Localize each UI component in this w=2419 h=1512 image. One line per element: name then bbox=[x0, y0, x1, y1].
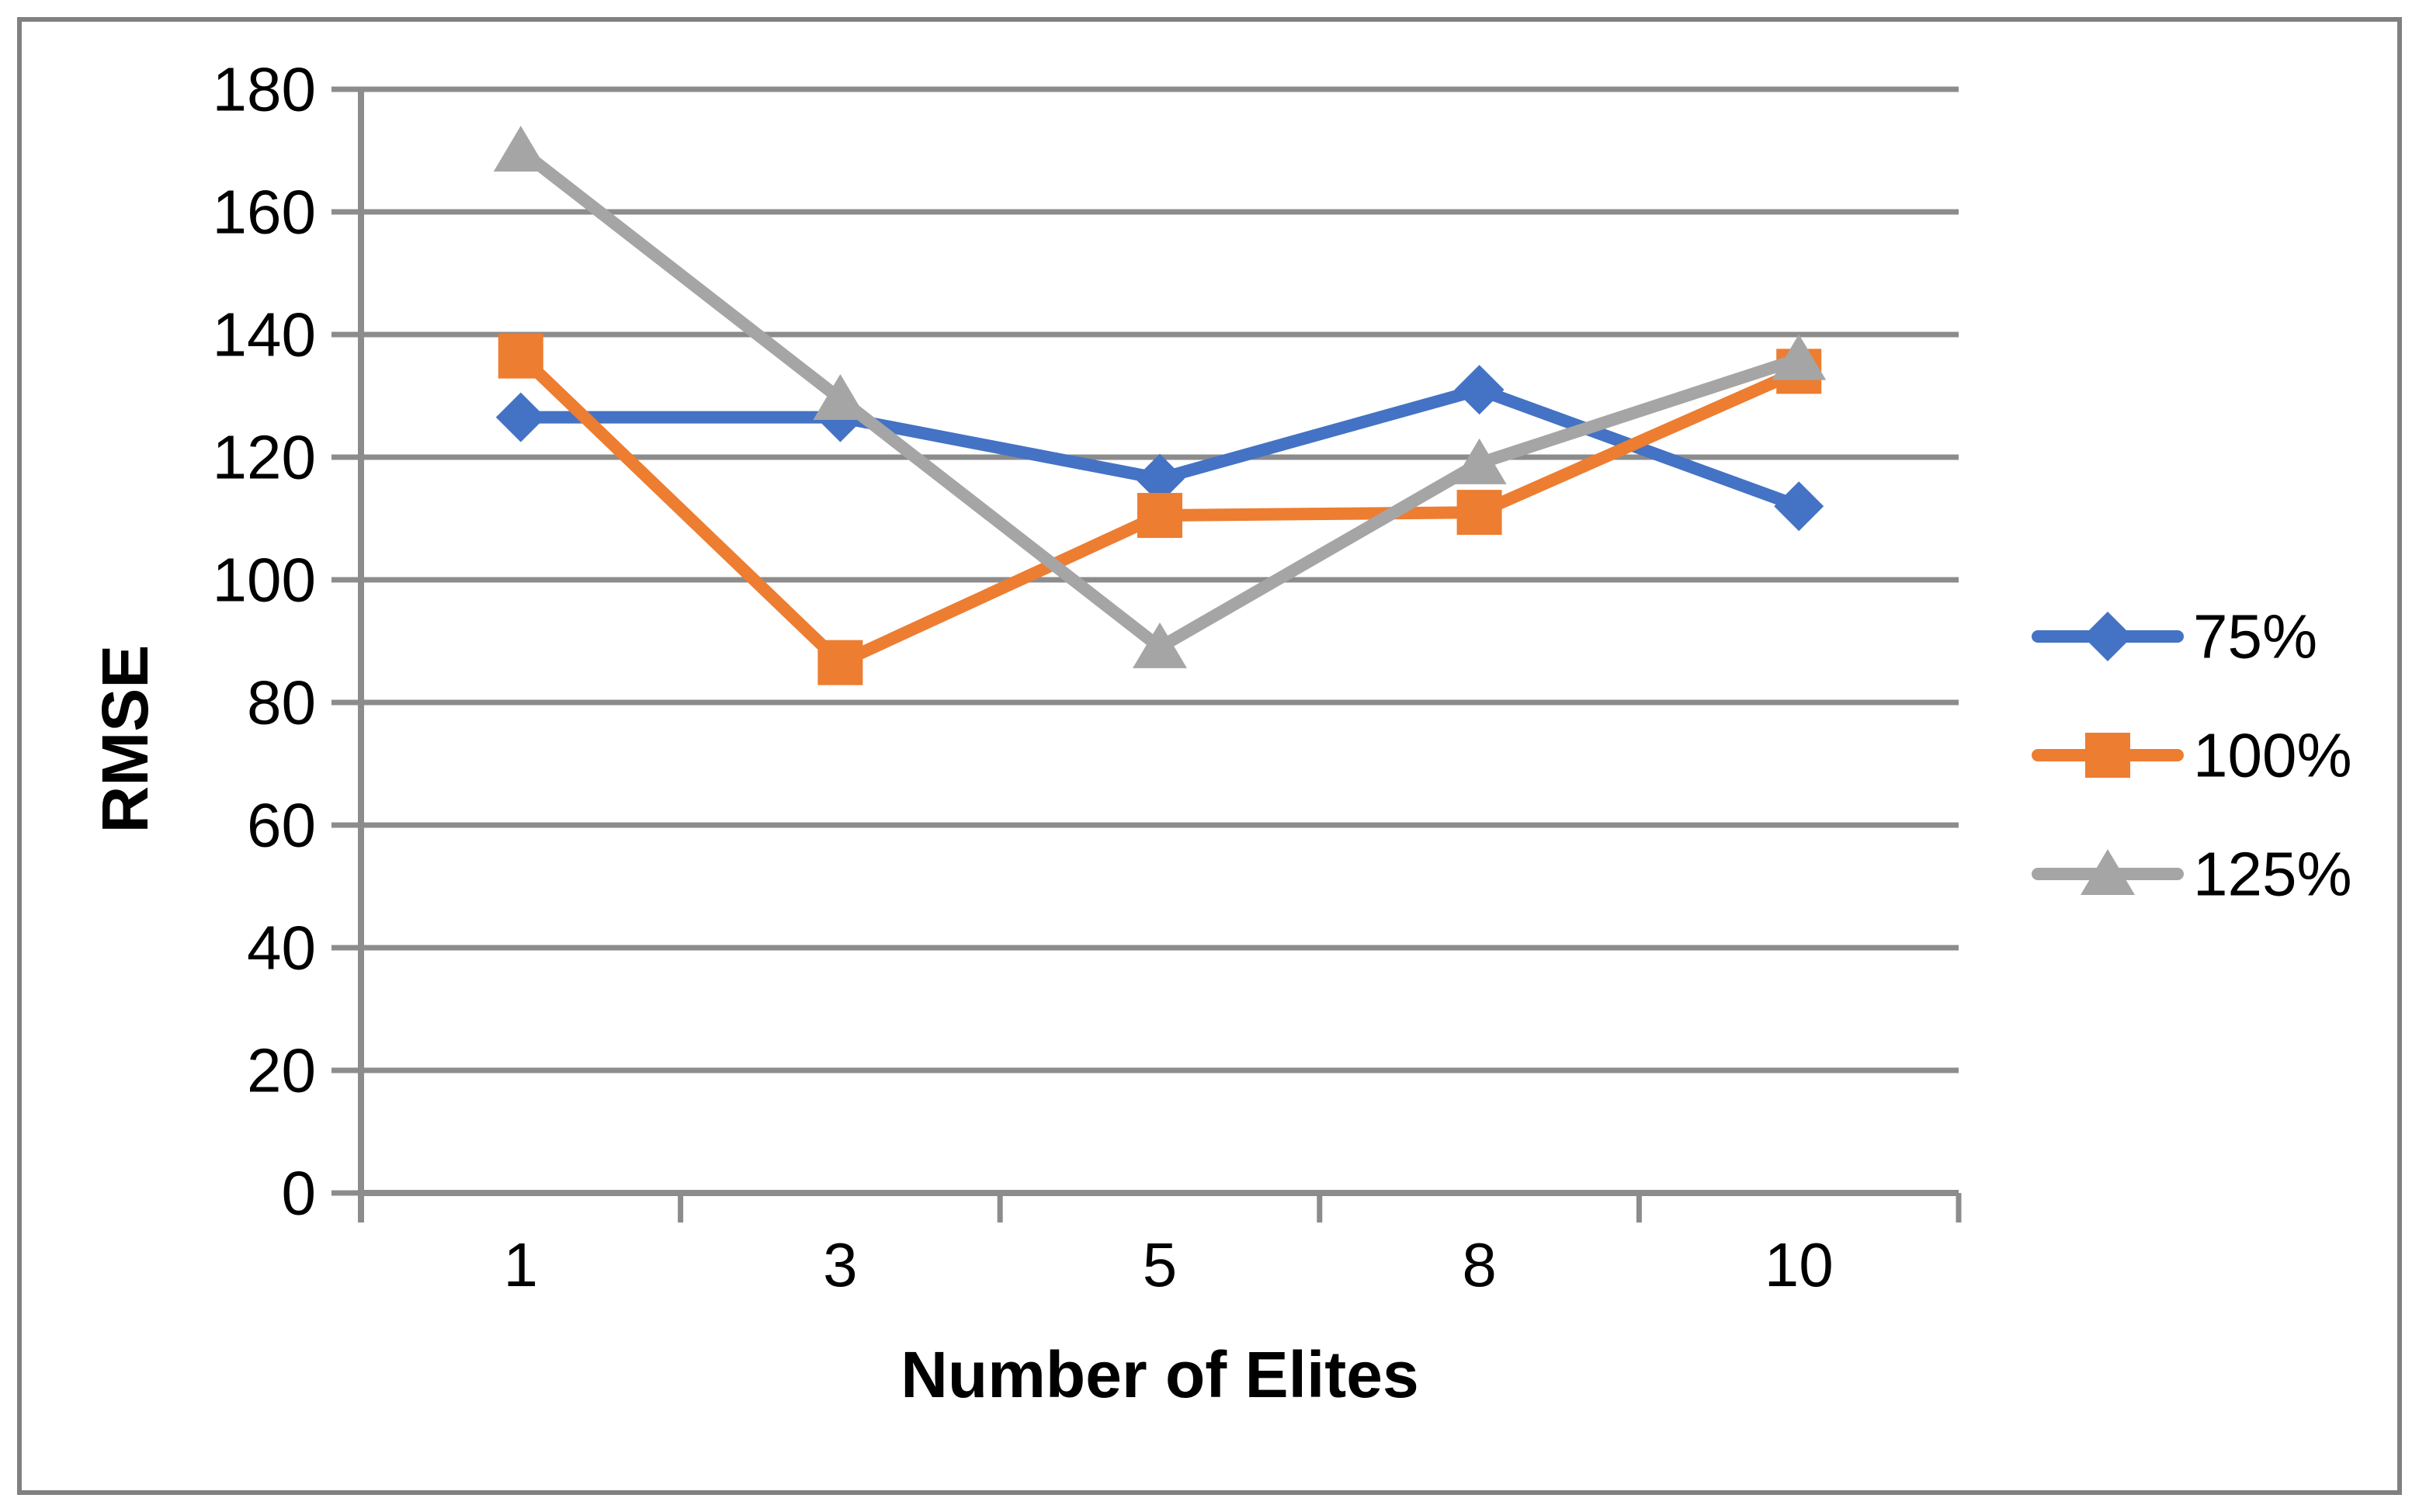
y-tick-label: 140 bbox=[213, 300, 316, 369]
y-tick-label: 60 bbox=[247, 791, 316, 860]
data-point-square bbox=[1456, 490, 1502, 536]
y-tick-label: 120 bbox=[213, 423, 316, 492]
y-tick-label: 0 bbox=[282, 1159, 317, 1228]
x-axis-title: Number of Elites bbox=[901, 1338, 1418, 1411]
y-tick-label: 20 bbox=[247, 1036, 316, 1105]
data-point-triangle bbox=[1452, 438, 1507, 484]
x-tick-label: 5 bbox=[1143, 1230, 1178, 1299]
y-tick-label: 80 bbox=[247, 668, 316, 737]
data-point-diamond bbox=[1774, 481, 1824, 532]
y-tick-label: 40 bbox=[247, 914, 316, 983]
legend-label: 75% bbox=[2193, 602, 2317, 671]
data-point-square bbox=[817, 640, 863, 685]
legend-label: 100% bbox=[2193, 721, 2352, 790]
data-point-diamond bbox=[1454, 365, 1504, 415]
series-line-125% bbox=[514, 144, 1806, 654]
y-tick-label: 100 bbox=[213, 546, 316, 615]
x-tick-label: 10 bbox=[1765, 1230, 1834, 1299]
y-axis-title: RMSE bbox=[88, 645, 161, 834]
legend-item: 125% bbox=[2032, 840, 2352, 909]
y-tick-label: 160 bbox=[213, 178, 316, 247]
data-point-square bbox=[1137, 493, 1182, 539]
data-point-triangle bbox=[1133, 622, 1187, 668]
legend-item: 100% bbox=[2032, 721, 2352, 790]
data-point-diamond bbox=[2083, 612, 2133, 661]
data-point-square bbox=[498, 333, 543, 379]
data-point-square bbox=[2085, 733, 2130, 778]
x-tick-label: 3 bbox=[823, 1230, 858, 1299]
data-point-diamond bbox=[1135, 453, 1185, 504]
data-point-diamond bbox=[495, 392, 546, 442]
legend-item: 75% bbox=[2032, 602, 2317, 671]
data-point-triangle bbox=[1772, 334, 1827, 380]
x-tick-label: 1 bbox=[504, 1230, 539, 1299]
legend-label: 125% bbox=[2193, 840, 2352, 909]
data-point-triangle bbox=[813, 373, 868, 420]
figure-border bbox=[17, 17, 2402, 1495]
data-point-triangle bbox=[493, 126, 548, 172]
y-tick-label: 180 bbox=[213, 55, 316, 124]
data-point-triangle bbox=[2081, 849, 2135, 895]
x-tick-label: 8 bbox=[1462, 1230, 1497, 1299]
